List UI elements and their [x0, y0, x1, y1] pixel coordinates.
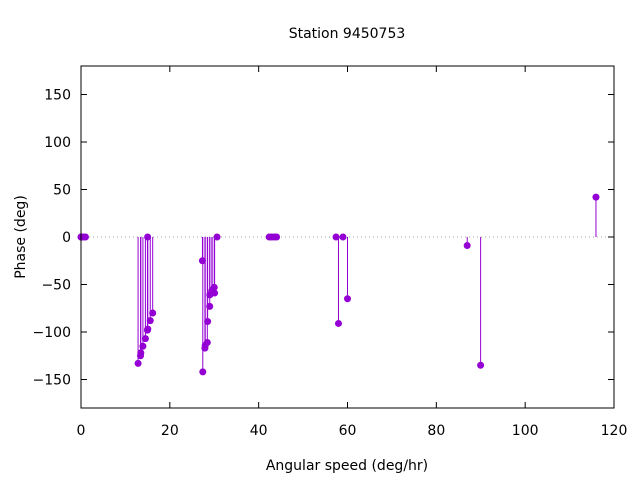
y-tick-label: 0: [62, 230, 71, 246]
data-point: [134, 359, 142, 367]
data-point: [204, 318, 212, 326]
y-tick-label: 50: [53, 183, 71, 199]
data-point: [141, 335, 149, 343]
x-axis-label: Angular speed (deg/hr): [266, 458, 428, 474]
y-tick-label: 100: [44, 135, 71, 151]
x-tick-label: 120: [601, 423, 628, 439]
data-point: [211, 289, 219, 297]
y-tick-label: −50: [41, 278, 71, 294]
data-point: [139, 342, 147, 350]
data-point: [463, 242, 471, 250]
data-point: [199, 368, 207, 376]
data-point: [332, 233, 340, 241]
x-tick-label: 100: [512, 423, 539, 439]
y-axis-label: Phase (deg): [13, 195, 29, 279]
plot-border: [80, 65, 615, 409]
data-point: [334, 319, 342, 327]
x-tick-label: 40: [250, 423, 268, 439]
y-tick-label: 150: [44, 88, 71, 104]
data-point: [339, 233, 347, 241]
data-point: [273, 233, 281, 241]
data-point: [137, 349, 145, 357]
data-point: [203, 338, 211, 346]
data-point: [146, 317, 154, 325]
data-point: [477, 361, 485, 369]
x-tick-label: 80: [427, 423, 445, 439]
data-point: [592, 193, 600, 201]
y-tick-label: −150: [33, 373, 71, 389]
data-point: [344, 295, 351, 303]
chart-title: Station 9450753: [289, 26, 406, 42]
data-point: [213, 233, 221, 241]
plot-area: 0 20 40 60 80 100 120 −150 −100 −50 0 50 100 150: [33, 65, 628, 439]
x-tick-label: 60: [339, 423, 357, 439]
data-point: [149, 309, 157, 317]
x-tick-label: 0: [77, 423, 86, 439]
y-tick-label: −100: [33, 325, 71, 341]
data-point: [206, 302, 214, 310]
data-point: [81, 233, 89, 241]
x-tick-label: 20: [161, 423, 179, 439]
data-point: [144, 325, 152, 333]
